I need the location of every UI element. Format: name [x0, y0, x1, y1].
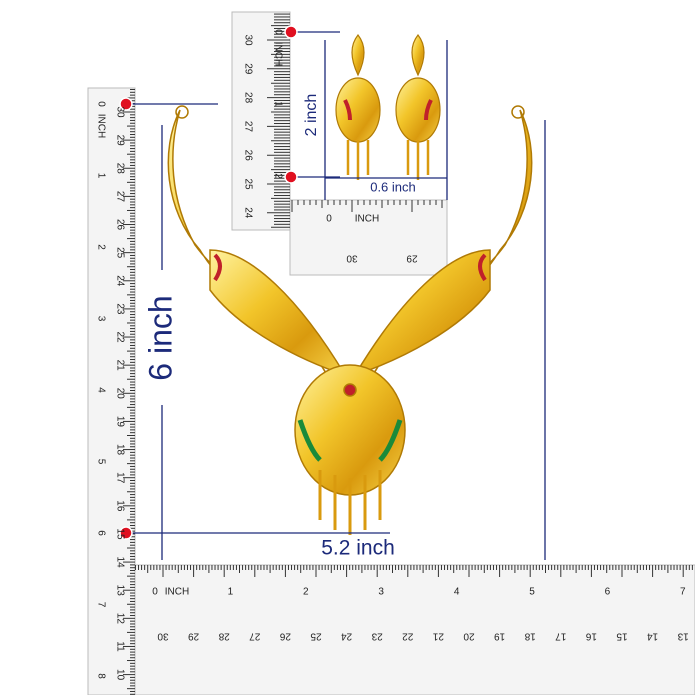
- height-label: 6 inch: [142, 295, 178, 380]
- cm-label: 21: [114, 360, 125, 372]
- cm-label: 18: [524, 630, 536, 641]
- cm-label: 23: [371, 630, 383, 641]
- cm-label: 17: [555, 630, 567, 641]
- earring-width-label: 0.6 inch: [370, 179, 416, 194]
- inch-label: 1: [272, 101, 283, 107]
- cm-label: 30: [114, 106, 125, 118]
- cm-label: 22: [402, 630, 414, 641]
- inch-label: 0: [326, 214, 332, 225]
- cm-label: 25: [114, 247, 125, 259]
- cm-label: 17: [114, 472, 125, 484]
- cm-label: 27: [242, 121, 253, 133]
- cm-label: 26: [279, 630, 291, 641]
- unit-label: INCH: [165, 587, 189, 598]
- inch-label: 5: [529, 587, 535, 598]
- inch-label: 0: [272, 29, 283, 35]
- width-label: 5.2 inch: [321, 537, 395, 560]
- cm-label: 24: [242, 207, 253, 219]
- cm-label: 20: [114, 388, 125, 400]
- cm-label: 28: [218, 630, 230, 641]
- inch-label: 7: [95, 602, 106, 608]
- inch-label: 7: [680, 587, 686, 598]
- ruler-left: [87, 87, 136, 695]
- earring-height-label: 2 inch: [303, 94, 320, 137]
- label-bg: [150, 270, 176, 405]
- cm-label: 14: [114, 557, 125, 569]
- cm-label: 30: [242, 34, 253, 46]
- inch-label: 5: [95, 459, 106, 465]
- inch-label: 4: [454, 587, 460, 598]
- inch-label: 1: [95, 173, 106, 179]
- cm-label: 30: [346, 252, 358, 263]
- unit-label: INCH: [355, 214, 379, 225]
- cm-label: 25: [242, 178, 253, 190]
- cm-label: 15: [616, 630, 628, 641]
- cm-label: 27: [114, 191, 125, 203]
- cm-label: 20: [463, 630, 475, 641]
- cm-label: 13: [114, 585, 125, 597]
- cm-label: 18: [114, 444, 125, 456]
- cm-label: 12: [114, 613, 125, 625]
- cm-label: 28: [114, 163, 125, 175]
- cm-label: 29: [242, 63, 253, 75]
- necklace: [167, 105, 533, 535]
- cm-label: 24: [341, 630, 353, 641]
- inch-label: 3: [95, 316, 106, 322]
- cm-label: 19: [114, 416, 125, 428]
- inch-label: 2: [303, 587, 309, 598]
- inch-label: 4: [95, 387, 106, 393]
- inch-label: 8: [95, 673, 106, 679]
- cm-label: 23: [114, 303, 125, 315]
- inch-label: 3: [378, 587, 384, 598]
- ruler-earring-horizontal: [289, 199, 448, 276]
- cm-label: 22: [114, 331, 125, 343]
- inch-label: 0: [95, 101, 106, 107]
- inch-label: 0: [152, 587, 158, 598]
- cm-label: 28: [242, 92, 253, 104]
- inch-label: 2: [272, 173, 283, 179]
- cm-label: 14: [647, 630, 659, 641]
- cm-label: 24: [114, 275, 125, 287]
- inch-label: 2: [95, 244, 106, 250]
- cm-label: 26: [114, 219, 125, 231]
- cm-label: 10: [114, 669, 125, 681]
- cm-label: 29: [406, 252, 418, 263]
- cm-label: 29: [114, 135, 125, 147]
- unit-label: INCH: [95, 114, 106, 138]
- cm-label: 27: [249, 630, 261, 641]
- unit-label: INCH: [272, 42, 283, 66]
- marker-dots: [119, 25, 298, 540]
- cm-label: 26: [242, 150, 253, 162]
- inch-label: 6: [605, 587, 611, 598]
- cm-label: 21: [432, 630, 444, 641]
- cm-label: 16: [585, 630, 597, 641]
- earrings: [335, 34, 441, 180]
- cm-label: 30: [157, 630, 169, 641]
- cm-label: 11: [114, 641, 125, 652]
- cm-label: 16: [114, 500, 125, 512]
- cm-label: 29: [188, 630, 200, 641]
- cm-label: 25: [310, 630, 322, 641]
- inch-label: 6: [95, 530, 106, 536]
- cm-label: 13: [677, 630, 689, 641]
- inch-label: 1: [228, 587, 234, 598]
- cm-label: 19: [494, 630, 506, 641]
- cm-label: 15: [114, 528, 125, 540]
- ruler-bottom: [134, 564, 695, 695]
